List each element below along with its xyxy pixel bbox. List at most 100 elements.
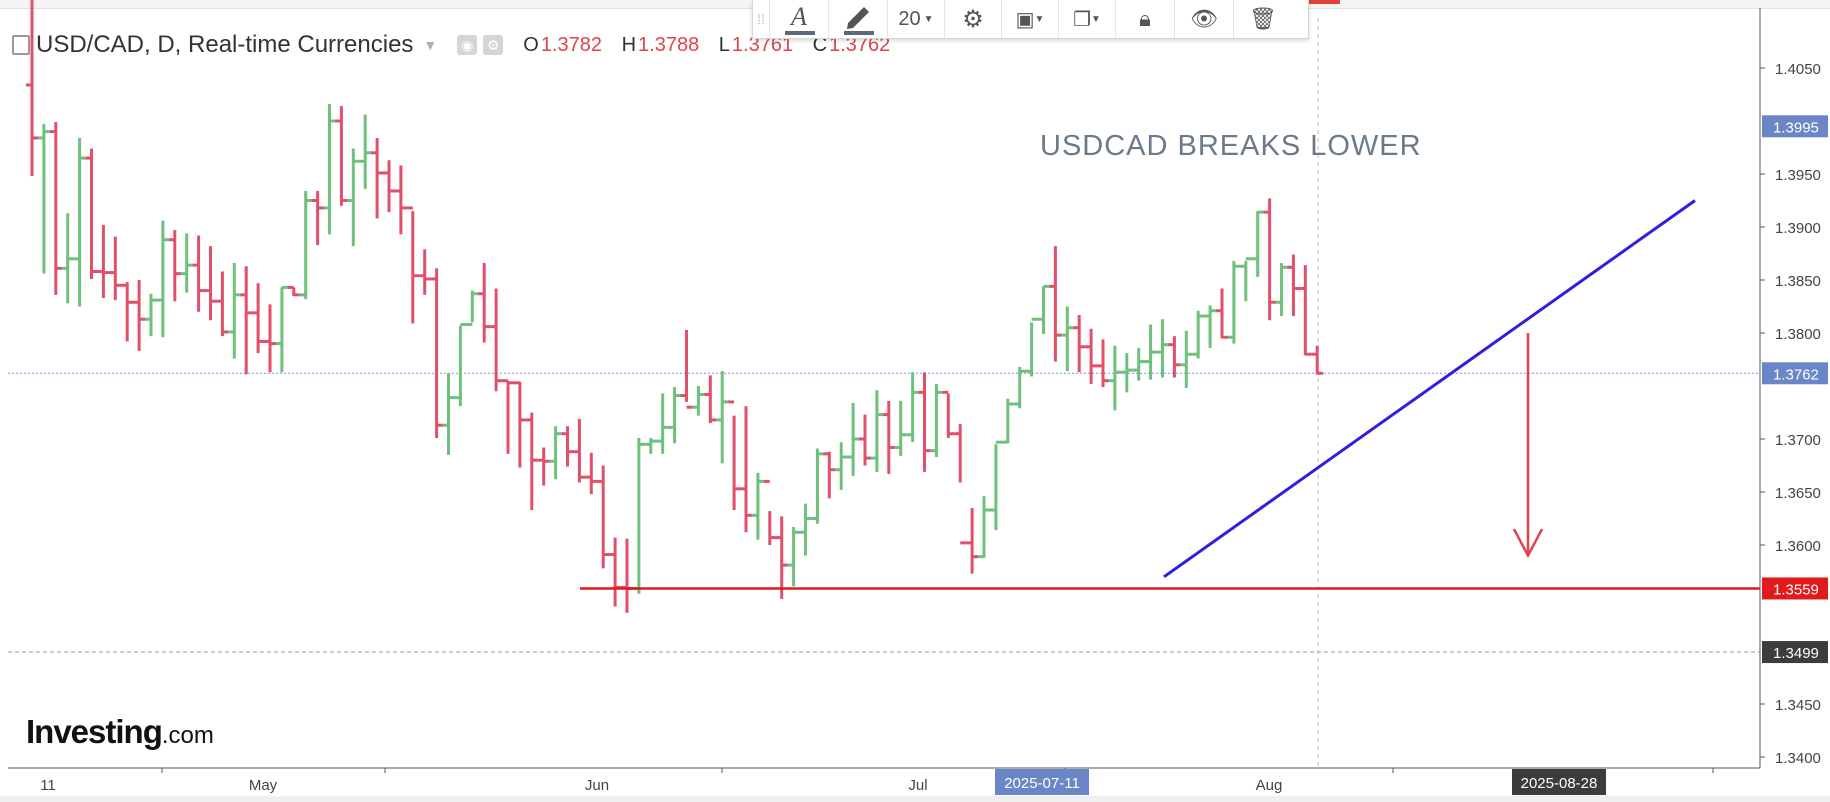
ohlc-bar	[1251, 210, 1264, 277]
ohlc-bar	[704, 375, 717, 424]
ohlc-bar	[252, 283, 265, 354]
ohlc-bar	[61, 213, 74, 304]
copy-icon: ❐	[1073, 8, 1092, 31]
price-badge: 1.3995	[1762, 115, 1828, 138]
ohlc-bar	[1275, 263, 1288, 317]
ohlc-bar	[490, 288, 503, 392]
ohlc-bar	[1263, 198, 1276, 321]
ohlc-bar	[1204, 305, 1217, 348]
ohlc-bar	[787, 526, 800, 587]
time-crosshair-badge: 2025-08-28	[1512, 769, 1606, 795]
time-tick-label: Aug	[1256, 777, 1283, 794]
ohlc-bar	[454, 323, 467, 407]
ohlc-bar	[168, 230, 181, 302]
price-badge-label: 1.3762	[1773, 366, 1819, 383]
time-tick-label: 11	[40, 777, 56, 794]
trend-line[interactable]	[1163, 199, 1696, 579]
ohlc-bar	[989, 440, 1002, 531]
ohlc-bar	[763, 479, 776, 545]
ohlc-bar	[109, 236, 122, 301]
ohlc-bar	[133, 280, 146, 352]
alert-tab[interactable]	[1307, 0, 1340, 4]
bottom-scrollbar[interactable]	[0, 796, 1830, 802]
delete-button[interactable]: 🗑︎	[1234, 0, 1292, 38]
ohlc-bar	[859, 414, 871, 466]
ohlc-bar	[299, 190, 312, 300]
eye-icon: 👁︎	[1190, 6, 1218, 31]
ohlc-bar	[823, 451, 836, 499]
ohlc-bar	[1049, 246, 1062, 362]
ohlc-bar	[121, 282, 134, 342]
ohlc-bar	[145, 293, 157, 337]
ohlc-bar	[49, 122, 62, 295]
ohlc-bar	[656, 393, 669, 454]
font-size-select[interactable]: 20 ▼	[888, 0, 945, 38]
ohlc-bar	[1311, 345, 1324, 375]
ohlc-bar	[668, 387, 681, 444]
price-badge-bg	[1762, 641, 1828, 664]
settings-button[interactable]: ⚙	[945, 0, 1002, 38]
axes	[8, 8, 1761, 769]
ohlc-bar	[204, 246, 217, 321]
close-value: 1.3762	[829, 33, 891, 56]
ohlc-bar	[609, 537, 622, 607]
down-arrow[interactable]	[1512, 333, 1544, 559]
price-badge: 1.3559	[1762, 577, 1828, 600]
drag-handle-icon[interactable]: ⁞⁞	[753, 0, 770, 38]
time-badge-bg	[1512, 769, 1606, 795]
price-tick-label: 1.3400	[1775, 750, 1821, 767]
price-tick-label: 1.3950	[1775, 167, 1821, 184]
ohlc-bar	[1037, 284, 1050, 335]
clone-button[interactable]: ▣ ▼	[1002, 0, 1059, 38]
open-label: O	[523, 33, 539, 56]
ohlc-bar	[597, 465, 610, 569]
ohlc-bar	[228, 263, 241, 359]
time-axis: 11 May Jun Jul Aug 2025-07-11 2025-08-28	[40, 768, 1714, 795]
ohlc-bar	[466, 290, 479, 327]
eye-toggle-icon[interactable]: ◉	[457, 35, 478, 55]
ohlc-bar	[383, 160, 395, 213]
ohlc-bar	[430, 268, 443, 438]
ohlc-bar	[1216, 288, 1228, 339]
text-color-icon: A	[785, 2, 815, 35]
settings-icon[interactable]: ⚙	[483, 35, 504, 55]
ohlc-bar	[1287, 254, 1300, 317]
visibility-button[interactable]: 👁︎	[1175, 0, 1234, 38]
ohlc-bar	[585, 452, 598, 495]
price-axis: 1.4050 1.3950 1.3900 1.3850 1.3800 1.3700 1.36…	[1760, 61, 1821, 767]
pencil-icon	[844, 7, 874, 35]
symbol-name[interactable]: USD/CAD, D, Real-time Currencies	[36, 31, 414, 58]
price-tick-label: 1.3600	[1775, 538, 1821, 555]
ohlc-bar	[1085, 328, 1098, 384]
ohlc-bar	[1227, 260, 1240, 344]
ohlc-bar	[1156, 319, 1169, 378]
ohlc-bar	[1061, 306, 1074, 372]
ohlc-bar	[644, 437, 657, 454]
price-badge-bg	[1762, 362, 1828, 385]
ohlc-bar	[85, 148, 98, 279]
time-badge-label: 2025-07-11	[1004, 775, 1080, 792]
text-color-button[interactable]: A	[770, 0, 829, 38]
ohlc-bar	[870, 390, 883, 472]
ohlc-bar	[894, 400, 907, 456]
ohlc-bar	[751, 472, 764, 540]
chevron-down-icon[interactable]: ▼	[423, 37, 438, 53]
chevron-down-icon: ▼	[923, 13, 934, 25]
price-badge: 1.3762	[1762, 362, 1828, 385]
ohlc-bar	[478, 263, 491, 343]
ohlc-bar	[180, 233, 193, 293]
lock-button[interactable]: 🔒︎	[1116, 0, 1175, 38]
ohlc-bar	[847, 402, 860, 477]
copy-button[interactable]: ❐ ▼	[1059, 0, 1116, 38]
chart-type-icon[interactable]	[12, 35, 30, 55]
time-tick-label: Jun	[585, 777, 609, 794]
price-tick-label: 1.3850	[1775, 273, 1821, 290]
ohlc-bar	[359, 114, 372, 189]
line-color-button[interactable]	[829, 0, 888, 38]
grid	[8, 18, 1760, 768]
ohlc-bar	[799, 503, 812, 556]
trash-icon: 🗑︎	[1249, 6, 1277, 31]
chart-annotation-title[interactable]: USDCAD BREAKS LOWER	[1040, 130, 1422, 162]
ohlc-bar	[978, 496, 990, 559]
